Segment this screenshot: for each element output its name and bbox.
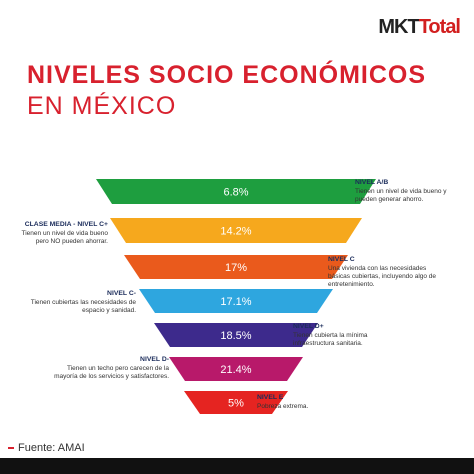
level-name: NIVEL D-	[140, 356, 169, 363]
funnel-layer-dminus	[169, 357, 303, 381]
title-line-2: EN MÉXICO	[27, 92, 177, 120]
label-level-e: NIVEL E Pobreza extrema.	[257, 394, 347, 411]
level-desc: Una vivienda con las necesidades básicas…	[328, 265, 437, 288]
source-note: Fuente: AMAI	[8, 442, 85, 454]
title-line-1: NIVELES SOCIO ECONÓMICOS	[27, 61, 427, 89]
funnel-value-ab: 6.8%	[223, 187, 248, 199]
funnel-value-e: 5%	[228, 398, 244, 410]
source-mark	[8, 447, 14, 449]
page-title: NIVELES SOCIO ECONÓMICOS EN MÉXICO	[27, 60, 457, 122]
brand-logo: MKTTotal	[378, 16, 461, 39]
label-level-cplus: CLASE MEDIA - NIVEL C+ Tienen un nivel d…	[8, 221, 109, 246]
label-level-dplus: NIVEL D+ Tienen cubierta la mínima infra…	[293, 323, 393, 348]
funnel-layer-c	[124, 255, 348, 279]
level-name: NIVEL C-	[107, 290, 136, 297]
label-level-dminus: NIVEL D- Tienen un techo pero carecen de…	[44, 356, 169, 381]
level-name: NIVEL A/B	[355, 179, 389, 186]
funnel-value-dplus: 18.5%	[220, 330, 251, 342]
level-desc: Tienen un nivel de vida bueno pero NO pu…	[21, 230, 109, 245]
label-level-c: NIVEL C Una vivienda con las necesidades…	[328, 256, 448, 289]
level-name: CLASE MEDIA - NIVEL C+	[24, 221, 108, 228]
label-level-ab: NIVEL A/B Tienen un nivel de vida bueno …	[355, 179, 455, 204]
level-name: NIVEL E	[257, 394, 284, 401]
funnel-layer-e	[184, 391, 288, 414]
funnel-layer-cminus	[139, 289, 333, 313]
funnel-value-cminus: 17.1%	[220, 296, 251, 308]
funnel-layer-cplus	[110, 218, 362, 243]
logo-part-mkt: MKT	[378, 16, 419, 38]
level-desc: Tienen cubierta la mínima infraestructur…	[293, 332, 368, 347]
source-text: Fuente: AMAI	[18, 442, 85, 454]
level-desc: Tienen un techo pero carecen de la mayor…	[54, 365, 169, 380]
level-desc: Tienen un nivel de vida bueno y pueden g…	[355, 188, 447, 203]
funnel-layer-ab	[96, 179, 376, 204]
funnel-value-c: 17%	[225, 262, 247, 274]
logo-part-total: Total	[418, 16, 461, 38]
footer-bar	[0, 458, 474, 474]
level-desc: Pobreza extrema.	[257, 403, 309, 410]
funnel-value-dminus: 21.4%	[220, 364, 251, 376]
level-desc: Tienen cubiertas las necesidades de espa…	[30, 299, 136, 314]
label-level-cminus: NIVEL C- Tienen cubiertas las necesidade…	[28, 290, 136, 315]
funnel-value-cplus: 14.2%	[220, 226, 251, 238]
level-name: NIVEL C	[328, 256, 355, 263]
level-name: NIVEL D+	[293, 323, 324, 330]
funnel-layer-dplus	[154, 323, 318, 347]
